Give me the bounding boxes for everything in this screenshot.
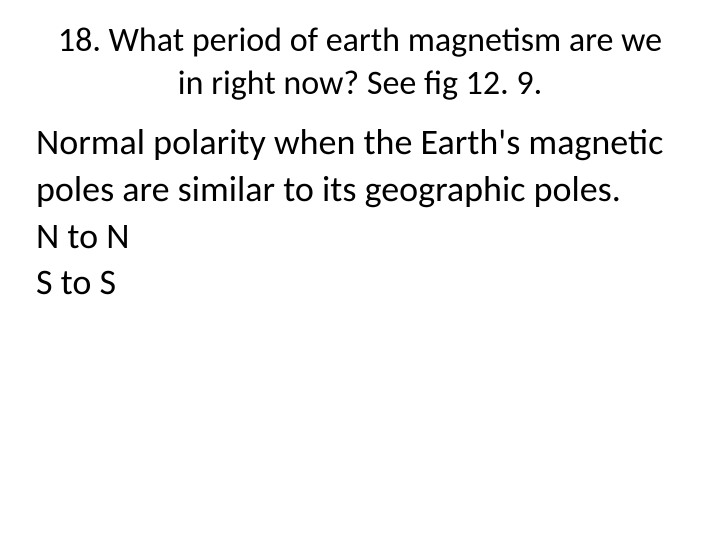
slide-title: 18. What period of earth magnetism are w… [30,20,690,105]
slide-body: Normal polarity when the Earth's magneti… [30,119,690,306]
body-line-1: Normal polarity when the Earth's magneti… [36,119,690,213]
body-line-2: N to N [36,213,690,260]
body-line-3: S to S [36,259,690,306]
